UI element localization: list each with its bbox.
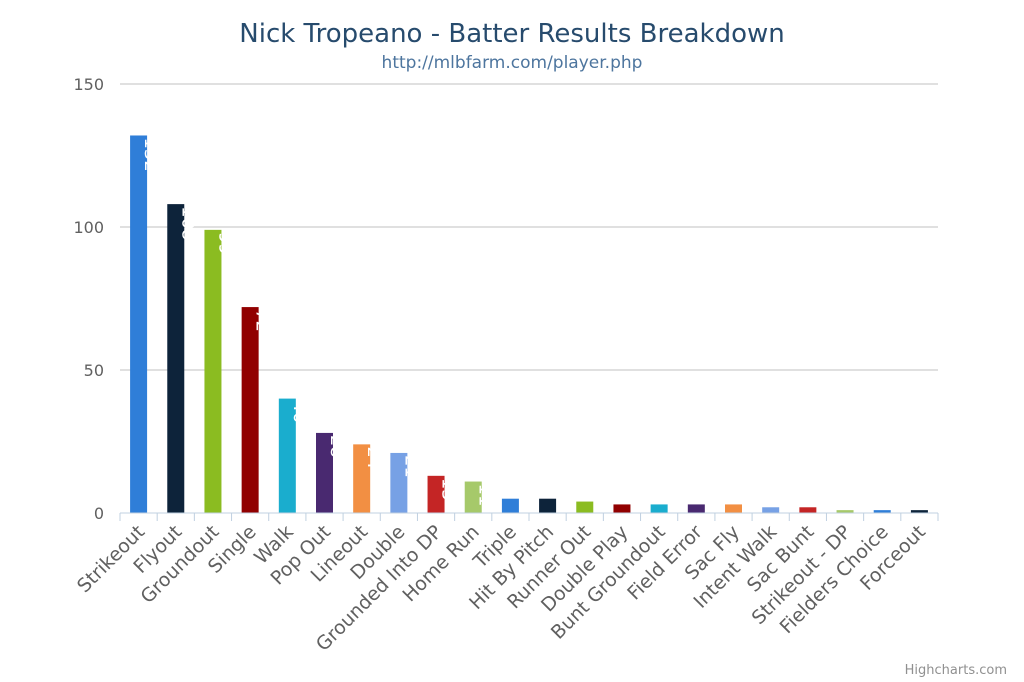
bar[interactable]: [687, 504, 705, 513]
data-label: 40: [289, 401, 310, 424]
bar[interactable]: [464, 481, 482, 513]
data-label: 21: [400, 455, 421, 478]
y-tick-label: 100: [73, 218, 104, 237]
bar[interactable]: [204, 229, 222, 514]
bar[interactable]: [130, 135, 148, 514]
y-tick-label: 0: [94, 504, 104, 523]
bar[interactable]: [353, 444, 371, 513]
bar[interactable]: [613, 504, 631, 513]
data-label: 24: [363, 446, 384, 469]
bar[interactable]: [762, 507, 780, 513]
data-label: 11: [475, 484, 496, 507]
bar[interactable]: [799, 507, 817, 513]
data-label: 72: [252, 309, 273, 332]
bar[interactable]: [873, 510, 891, 513]
bar[interactable]: [278, 398, 296, 513]
y-tick-label: 150: [73, 75, 104, 94]
bar[interactable]: [501, 498, 519, 513]
bar[interactable]: [427, 475, 445, 513]
bar[interactable]: [539, 498, 557, 513]
y-tick-label: 50: [84, 361, 104, 380]
bar[interactable]: [910, 510, 928, 513]
chart-title: Nick Tropeano - Batter Results Breakdown: [239, 19, 784, 49]
bar[interactable]: [836, 510, 854, 513]
bar[interactable]: [241, 307, 259, 513]
data-label: 108: [177, 206, 198, 240]
bar[interactable]: [576, 501, 594, 513]
bar-series: [130, 135, 928, 514]
bar[interactable]: [650, 504, 668, 513]
data-label: 13: [438, 478, 459, 501]
bar[interactable]: [725, 504, 742, 513]
data-label: 132: [140, 137, 161, 171]
bar[interactable]: [390, 452, 408, 513]
data-label: 99: [214, 232, 235, 255]
bar[interactable]: [316, 432, 333, 513]
y-axis: 0 50 100 150: [73, 75, 104, 523]
chart-subtitle[interactable]: http://mlbfarm.com/player.php: [382, 53, 643, 73]
credits-link[interactable]: Highcharts.com: [905, 663, 1007, 678]
data-label: 28: [326, 435, 347, 458]
data-labels: 132 108 99 72 40 28 24 21 13 11: [140, 137, 496, 506]
bar[interactable]: [167, 204, 185, 513]
